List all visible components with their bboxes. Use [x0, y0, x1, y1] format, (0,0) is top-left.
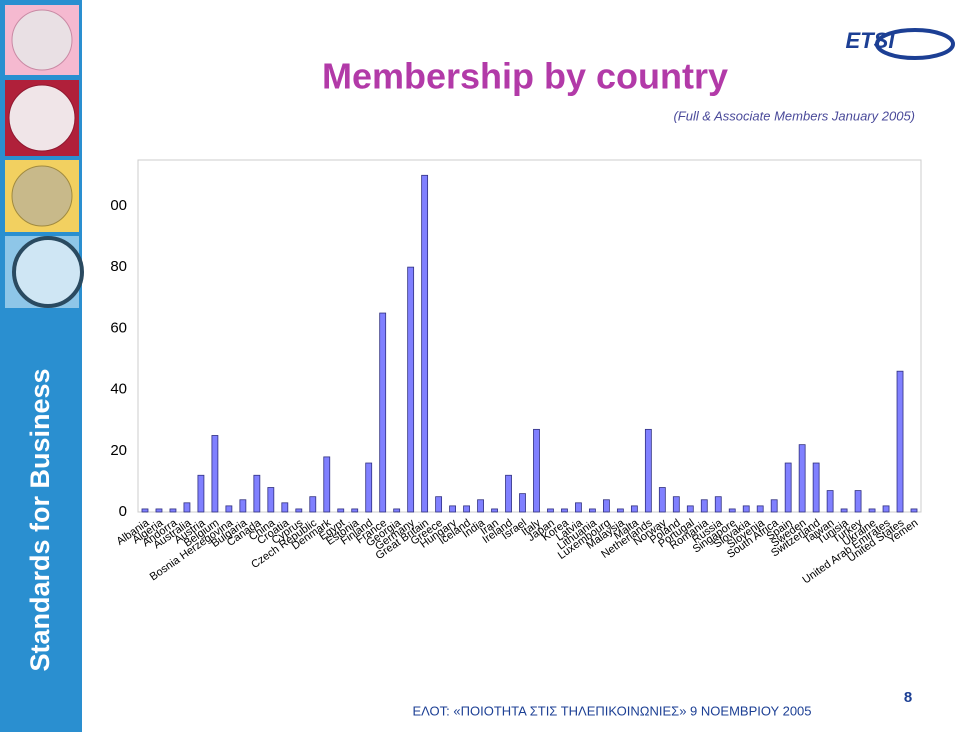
bar [742, 505, 750, 513]
page-number: 8 [904, 689, 912, 706]
bar [728, 508, 736, 513]
bar [281, 502, 289, 513]
chart-subtitle: (Full & Associate Members January 2005) [673, 108, 915, 123]
bar [449, 505, 456, 513]
bar [211, 435, 219, 513]
bar [700, 499, 708, 513]
bar [686, 505, 694, 513]
bar [225, 505, 233, 513]
y-tick-label: 0 [119, 503, 127, 520]
bar [295, 508, 303, 513]
bar [854, 490, 862, 513]
y-tick-label: 60 [110, 319, 127, 336]
bar [798, 444, 806, 513]
bar [323, 456, 331, 513]
bar [309, 496, 317, 513]
bar [547, 508, 554, 513]
bar [407, 266, 415, 513]
bar [379, 312, 387, 513]
globe-icon [11, 9, 73, 71]
globe-icon [11, 165, 73, 227]
bar [337, 508, 345, 513]
y-tick-label: 00 [110, 197, 127, 214]
bar [714, 496, 722, 513]
bar [155, 508, 163, 513]
y-tick-label: 20 [110, 442, 127, 459]
footer: ΕΛΟΤ: «ΠΟΙΟΤΗΤΑ ΣΤΙΣ ΤΗΛΕΠΙΚΟΙΝΩΝΙΕΣ» 9 … [412, 703, 811, 718]
bar [784, 462, 792, 513]
y-tick-label: 80 [110, 258, 127, 275]
logo: ETSI [846, 28, 896, 53]
bar [463, 505, 470, 513]
globe-icon [8, 84, 76, 152]
y-tick-label: 40 [110, 381, 127, 398]
bar [267, 487, 275, 513]
bar [435, 496, 443, 513]
bar [826, 490, 834, 513]
chart-title: Membership by country [322, 56, 728, 97]
bar [505, 474, 512, 513]
bar [644, 428, 652, 513]
bar [183, 502, 191, 513]
sidebar-text: Standards for Business [25, 368, 55, 671]
bar [351, 508, 359, 513]
bar [756, 505, 764, 513]
bar [253, 474, 261, 513]
bar [603, 499, 610, 513]
bar [239, 499, 247, 513]
bar [630, 505, 638, 513]
bar [197, 474, 205, 513]
bar [616, 508, 624, 513]
bar [910, 508, 918, 513]
globe-icon [12, 236, 84, 308]
bar [896, 370, 904, 513]
bar [477, 499, 484, 513]
bar [812, 462, 820, 513]
bar [840, 508, 848, 513]
bar [421, 174, 429, 513]
bar [393, 508, 401, 513]
bar [365, 462, 373, 513]
bar [658, 487, 666, 513]
logo-swoosh [875, 28, 955, 60]
bar [770, 499, 778, 513]
bar [491, 508, 498, 513]
bar [672, 496, 680, 513]
bar [589, 508, 596, 513]
bar [519, 493, 526, 513]
x-tick-label: Yemen [886, 517, 921, 546]
bar [882, 505, 890, 513]
bar [533, 428, 540, 513]
bar [575, 502, 582, 513]
bar [141, 508, 149, 513]
bar [169, 508, 177, 513]
bar [868, 508, 876, 513]
bar [561, 508, 568, 513]
